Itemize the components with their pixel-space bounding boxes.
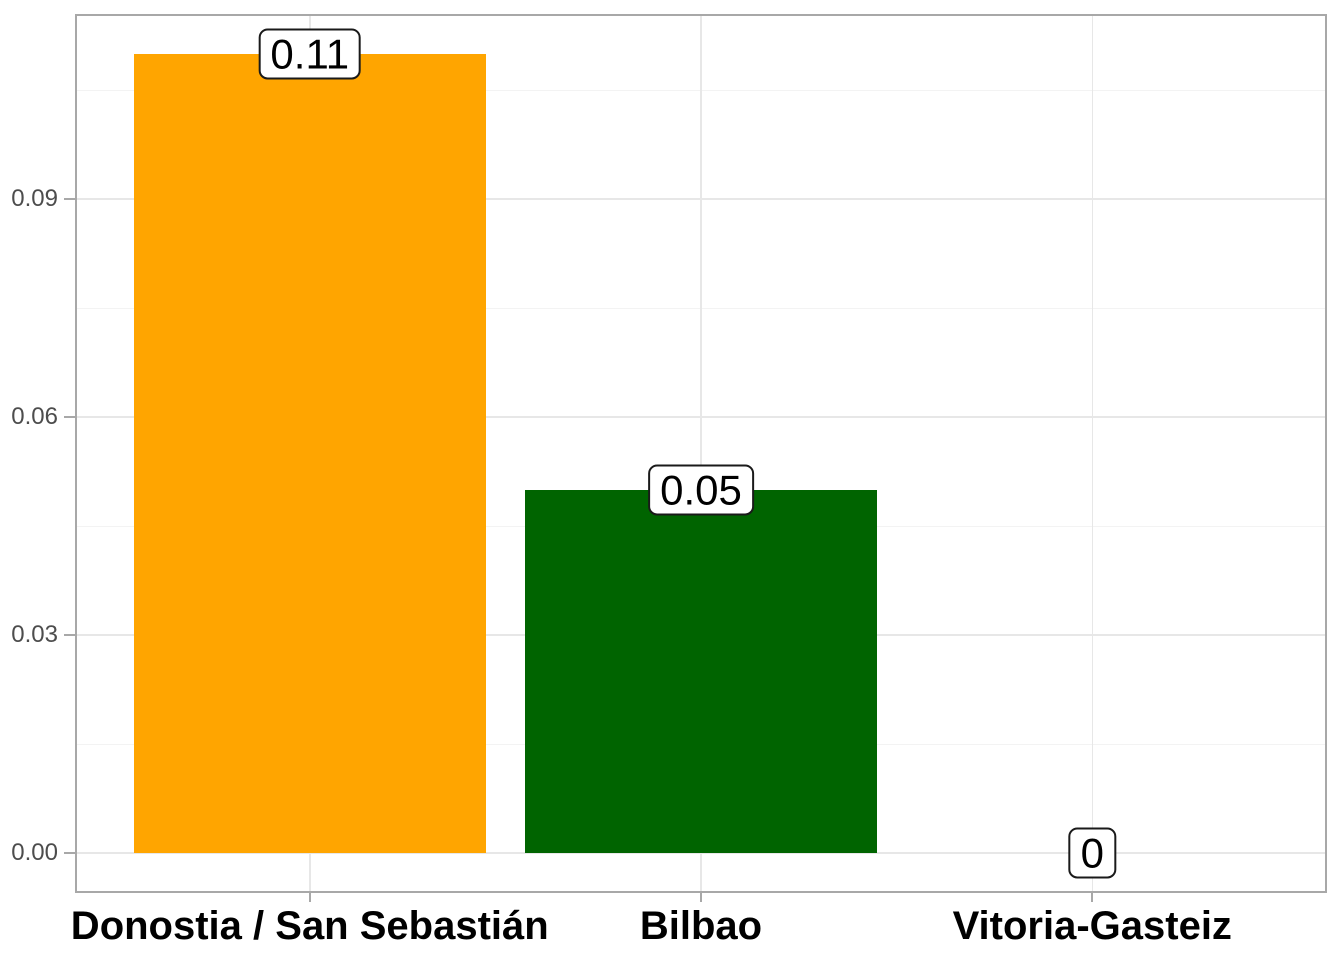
x-axis-category-label: Vitoria-Gasteiz <box>952 904 1232 948</box>
x-major-gridline <box>1091 14 1093 893</box>
y-axis-tick-label: 0.00 <box>11 839 58 867</box>
y-axis-tick <box>64 852 75 855</box>
bar <box>524 489 878 854</box>
y-axis-tick <box>64 634 75 637</box>
x-major-gridline <box>700 14 702 893</box>
x-axis-category-label: Donostia / San Sebastián <box>70 904 549 948</box>
x-axis-category-label: Bilbao <box>639 904 763 948</box>
bar-value-label: 0.05 <box>648 464 754 516</box>
y-axis-tick-label: 0.09 <box>11 185 58 213</box>
y-axis-tick <box>64 416 75 419</box>
y-axis-tick-label: 0.06 <box>11 403 58 431</box>
y-axis-tick <box>64 198 75 201</box>
x-axis-tick <box>308 893 311 902</box>
bar <box>133 53 486 854</box>
x-axis-tick <box>1091 893 1094 902</box>
y-axis-tick-label: 0.03 <box>11 621 58 649</box>
bar-value-label: 0.11 <box>258 28 362 80</box>
plot-panel: 0.11 0.05 0 <box>75 14 1327 893</box>
x-axis-tick <box>700 893 702 902</box>
bar-value-label: 0 <box>1068 827 1116 879</box>
